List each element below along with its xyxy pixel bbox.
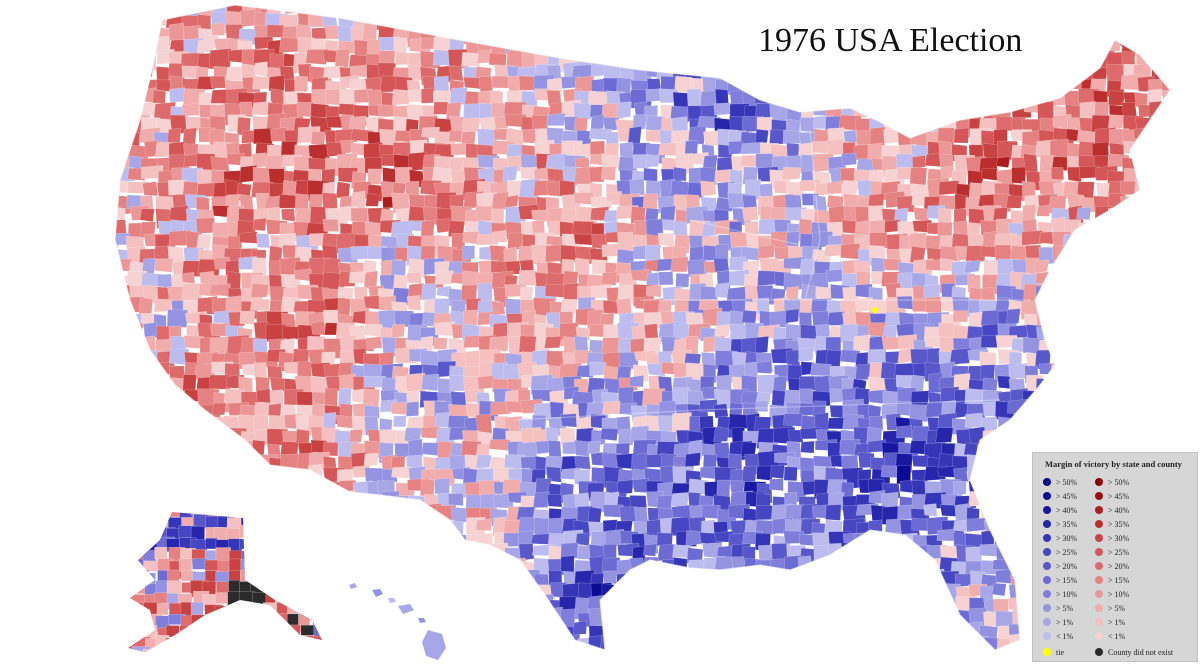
- legend-item-rep-50: > 50%: [1095, 476, 1129, 488]
- legend-title: Margin of victory by state and county: [1045, 459, 1182, 469]
- legend-swatch: [1095, 520, 1103, 528]
- legend-item-rep-20: > 20%: [1095, 560, 1129, 572]
- legend-swatch: [1043, 492, 1051, 500]
- legend-item-dem-5: > 5%: [1043, 602, 1073, 614]
- legend-label: > 45%: [1056, 491, 1078, 501]
- legend-label: < 1%: [1056, 631, 1074, 641]
- legend-swatch: [1095, 506, 1103, 514]
- legend-item-dem-15: > 15%: [1043, 574, 1077, 586]
- map-title: 1976 USA Election: [758, 22, 1023, 59]
- legend-item-dem-35: > 35%: [1043, 518, 1077, 530]
- legend-label: > 10%: [1108, 589, 1130, 599]
- legend-item-rep-40: > 40%: [1095, 504, 1129, 516]
- legend-swatch: [1043, 548, 1051, 556]
- hawaii-islands: [349, 583, 446, 660]
- legend-swatch: [1095, 534, 1103, 542]
- legend-swatch: [1043, 618, 1051, 626]
- legend-label: > 35%: [1108, 519, 1130, 529]
- legend-item-dem-lt1: < 1%: [1043, 630, 1073, 642]
- legend-item-rep-1: > 1%: [1095, 616, 1125, 628]
- legend-label: > 20%: [1056, 561, 1078, 571]
- legend-label: County did not exist: [1108, 647, 1174, 657]
- legend-label: > 15%: [1056, 575, 1078, 585]
- legend-swatch: [1095, 576, 1103, 584]
- legend-label: > 30%: [1108, 533, 1130, 543]
- legend-label: tie: [1056, 647, 1064, 657]
- legend-label: > 50%: [1108, 477, 1130, 487]
- legend-swatch: [1043, 604, 1051, 612]
- legend-item-rep-5: > 5%: [1095, 602, 1125, 614]
- legend-item-rep-10: > 10%: [1095, 588, 1129, 600]
- legend-label: > 45%: [1108, 491, 1130, 501]
- legend-label: > 5%: [1108, 603, 1126, 613]
- legend-item-dem-40: > 40%: [1043, 504, 1077, 516]
- legend-swatch: [1043, 562, 1051, 570]
- legend-swatch: [1043, 648, 1051, 656]
- legend-label: > 15%: [1108, 575, 1130, 585]
- legend-swatch: [1095, 648, 1103, 656]
- legend-item-dem-30: > 30%: [1043, 532, 1077, 544]
- legend-item-no-county: County did not exist: [1095, 646, 1173, 658]
- legend-swatch: [1043, 478, 1051, 486]
- legend-label: > 40%: [1056, 505, 1078, 515]
- legend-label: > 25%: [1108, 547, 1130, 557]
- legend-item-dem-1: > 1%: [1043, 616, 1073, 628]
- legend-item-tie: tie: [1043, 646, 1064, 658]
- legend-label: > 1%: [1056, 617, 1074, 627]
- legend-swatch: [1095, 478, 1103, 486]
- legend-swatch: [1095, 562, 1103, 570]
- legend-label: > 5%: [1056, 603, 1074, 613]
- legend-item-dem-10: > 10%: [1043, 588, 1077, 600]
- legend-item-rep-25: > 25%: [1095, 546, 1129, 558]
- legend-item-dem-20: > 20%: [1043, 560, 1077, 572]
- legend-item-rep-35: > 35%: [1095, 518, 1129, 530]
- legend-label: < 1%: [1108, 631, 1126, 641]
- legend-label: > 10%: [1056, 589, 1078, 599]
- legend-swatch: [1095, 604, 1103, 612]
- legend-label: > 30%: [1056, 533, 1078, 543]
- legend-swatch: [1095, 492, 1103, 500]
- legend-label: > 35%: [1056, 519, 1078, 529]
- legend-swatch: [1095, 548, 1103, 556]
- legend-item-rep-45: > 45%: [1095, 490, 1129, 502]
- legend-swatch: [1043, 632, 1051, 640]
- legend-swatch: [1043, 520, 1051, 528]
- legend-swatch: [1095, 618, 1103, 626]
- legend-swatch: [1095, 590, 1103, 598]
- legend-swatch: [1043, 590, 1051, 598]
- legend-label: > 20%: [1108, 561, 1130, 571]
- legend-label: > 25%: [1056, 547, 1078, 557]
- legend-item-dem-25: > 25%: [1043, 546, 1077, 558]
- legend-item-dem-45: > 45%: [1043, 490, 1077, 502]
- legend-swatch: [1043, 576, 1051, 584]
- tie-county: [872, 307, 878, 313]
- legend-label: > 1%: [1108, 617, 1126, 627]
- legend: Margin of victory by state and county > …: [1032, 452, 1198, 662]
- legend-label: > 50%: [1056, 477, 1078, 487]
- legend-swatch: [1043, 506, 1051, 514]
- legend-swatch: [1095, 632, 1103, 640]
- legend-label: > 40%: [1108, 505, 1130, 515]
- legend-swatch: [1043, 534, 1051, 542]
- legend-item-rep-30: > 30%: [1095, 532, 1129, 544]
- legend-item-dem-50: > 50%: [1043, 476, 1077, 488]
- legend-item-rep-15: > 15%: [1095, 574, 1129, 586]
- legend-item-rep-lt1: < 1%: [1095, 630, 1125, 642]
